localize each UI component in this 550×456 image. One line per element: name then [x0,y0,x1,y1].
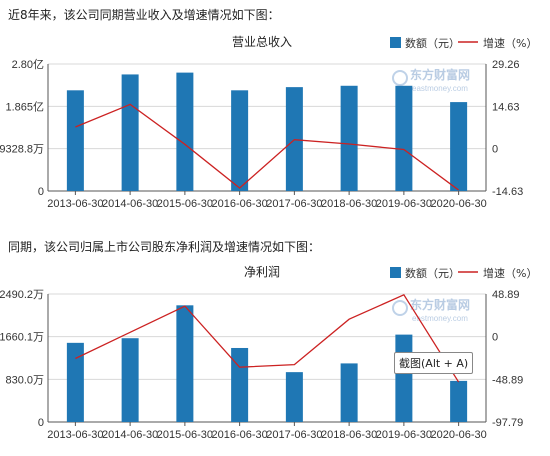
x-tick-label: 2014-06-30 [102,198,158,210]
y-left-tick-label: 1660.1万 [0,332,44,344]
bar [285,372,303,422]
y-right-tick-label: 0 [492,332,498,344]
watermark-url: eastmoney.com [412,84,468,93]
bar [231,347,249,422]
x-tick-label: 2020-06-30 [430,198,486,210]
legend-line-label: 增速（%） [483,266,537,280]
y-right-tick-label: 29.26 [492,59,520,71]
y-left-tick-label: 2490.2万 [0,289,44,301]
legend-line-label: 增速（%） [483,36,537,50]
watermark: 东方财富网 eastmoney.com [392,297,470,323]
bar [450,102,468,191]
bar [340,85,358,191]
x-tick-label: 2015-06-30 [157,198,213,210]
chart-title: 营业总收入 [232,35,292,49]
x-tick-label: 2017-06-30 [266,198,322,210]
bar [231,90,249,191]
x-tick-label: 2013-06-30 [47,198,103,210]
y-right-tick-label: -48.89 [492,374,523,386]
growth-line [75,103,460,191]
x-tick-label: 2013-06-30 [47,429,103,441]
watermark-url: eastmoney.com [412,314,468,323]
y-left-tick-label: 0 [38,417,44,429]
legend-bar-swatch [390,267,401,278]
net-profit-chart: 净利润 数额（元） 增速（%） 2490.2万 48.89 1660.1万 0 830.0万 -… [0,258,550,454]
y-left-tick-label: 9328.8万 [0,144,44,156]
x-tick-label: 2020-06-30 [430,429,486,441]
x-tick-label: 2016-06-30 [211,429,267,441]
x-tick-label: 2016-06-30 [211,198,267,210]
watermark-brand: 东方财富网 [410,67,470,82]
watermark-logo-icon [392,300,408,316]
y-right-tick-label: 48.89 [492,289,520,301]
x-tick-label: 2018-06-30 [321,429,377,441]
bar [450,380,468,422]
y-left-tick-label: 2.80亿 [12,58,44,71]
y-right-tick-label: 14.63 [492,101,520,113]
x-tick-label: 2014-06-30 [102,429,158,441]
bar [121,338,139,422]
bar [66,342,84,422]
watermark: 东方财富网 eastmoney.com [392,67,470,93]
y-left-tick-label: 1.865亿 [5,100,44,113]
watermark-logo-icon [392,70,408,86]
x-tick-label: 2019-06-30 [376,198,432,210]
intro-text-profit: 同期，该公司归属上市公司股东净利润及增速情况如下图： [8,240,321,254]
intro-text-revenue: 近8年来，该公司同期营业收入及增速情况如下图： [8,8,280,22]
bar [176,72,194,191]
legend-bar-label: 数额（元） [405,37,460,50]
y-right-tick-label: -14.63 [492,186,523,198]
y-right-tick-label: 0 [492,144,498,156]
growth-line [75,293,460,383]
bar [121,74,139,191]
x-tick-label: 2015-06-30 [157,429,213,441]
bar [395,85,413,191]
y-right-tick-label: -97.79 [492,417,523,429]
bar [176,305,194,422]
y-left-tick-label: 830.0万 [5,374,44,386]
legend-bar-swatch [390,37,401,48]
chart-title: 净利润 [244,265,280,279]
bar [66,90,84,191]
screenshot-tooltip: 截图(Alt + A) [394,352,474,374]
revenue-chart: 营业总收入 数额（元） 增速（%） 2.80亿 29.26 1.865亿 14.63 9328… [0,28,550,220]
bar [395,334,413,422]
bar [340,363,358,422]
legend-bar-label: 数额（元） [405,267,460,280]
x-tick-label: 2019-06-30 [376,429,432,441]
x-tick-label: 2017-06-30 [266,429,322,441]
x-tick-label: 2018-06-30 [321,198,377,210]
y-left-tick-label: 0 [38,186,44,198]
watermark-brand: 东方财富网 [410,297,470,312]
